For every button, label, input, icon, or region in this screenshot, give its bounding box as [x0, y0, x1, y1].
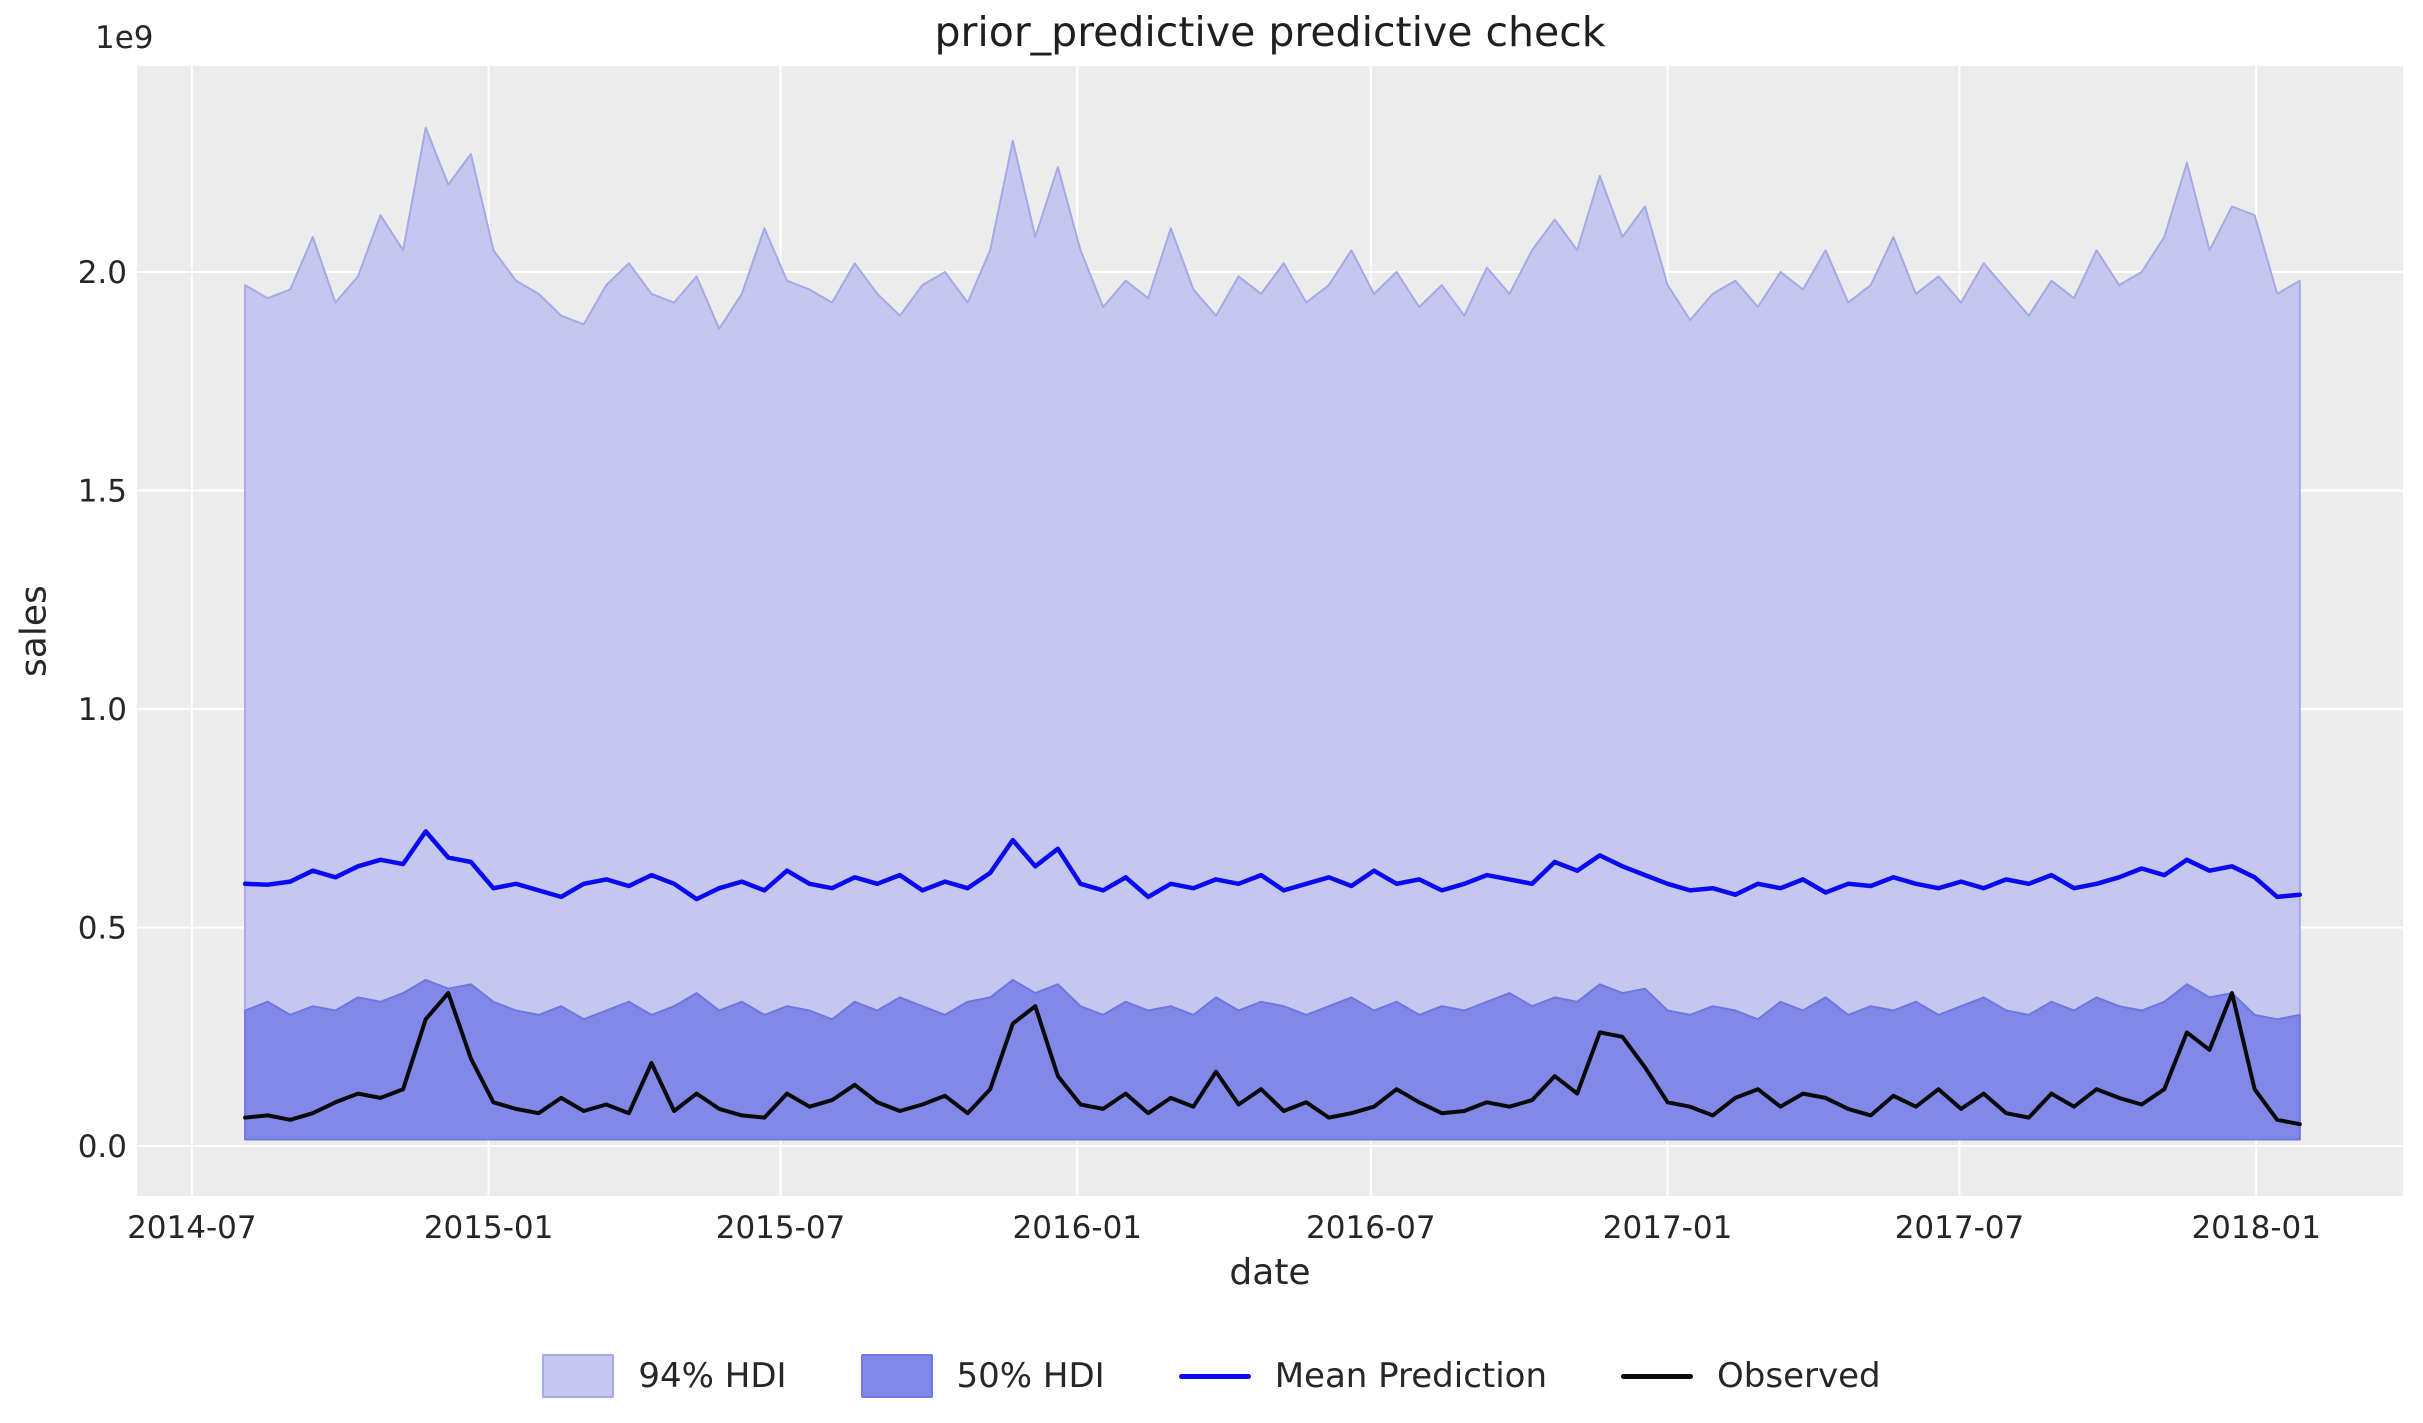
y-tick-label: 0.0 [78, 1129, 127, 1165]
observed-line [243, 991, 2302, 1127]
y-axis-offset-label: 1e9 [95, 20, 154, 56]
legend-swatch-mean-prediction [1178, 1373, 1251, 1379]
band-50-hdi [244, 978, 2301, 1141]
legend-label-mean-prediction: Mean Prediction [1274, 1356, 1548, 1396]
y-tick-label: 1.5 [78, 474, 127, 510]
legend-item-observed: Observed [1621, 1356, 1881, 1396]
x-tick-label: 2017-07 [1895, 1210, 2025, 1246]
legend: 94% HDI 50% HDI Mean Prediction Observed [0, 1346, 2423, 1406]
x-tick-label: 2016-01 [1013, 1210, 1143, 1246]
x-axis-label: date [1229, 1252, 1311, 1293]
legend-swatch-94-hdi [542, 1354, 615, 1398]
y-tick-label: 2.0 [78, 255, 127, 291]
y-tick-label: 1.0 [78, 692, 127, 728]
y-axis-label: sales [13, 585, 55, 677]
x-tick-label: 2015-07 [716, 1210, 846, 1246]
legend-item-mean-prediction: Mean Prediction [1178, 1356, 1548, 1396]
legend-item-94-hdi: 94% HDI [542, 1354, 787, 1398]
mean-prediction-line [242, 829, 2303, 902]
legend-item-50-hdi: 50% HDI [860, 1354, 1105, 1398]
x-tick-label: 2016-07 [1306, 1210, 1436, 1246]
legend-label-94-hdi: 94% HDI [638, 1356, 787, 1396]
chart-title: prior_predictive predictive check [934, 8, 1606, 56]
x-tick-label: 2014-07 [127, 1210, 257, 1246]
y-tick-label: 0.5 [78, 911, 127, 947]
x-tick-label: 2018-01 [2191, 1210, 2321, 1246]
x-tick-label: 2015-01 [424, 1210, 554, 1246]
legend-swatch-50-hdi [860, 1354, 933, 1398]
legend-label-observed: Observed [1717, 1356, 1881, 1396]
x-tick-label: 2017-01 [1603, 1210, 1733, 1246]
legend-label-50-hdi: 50% HDI [956, 1356, 1105, 1396]
legend-swatch-observed [1621, 1373, 1694, 1379]
